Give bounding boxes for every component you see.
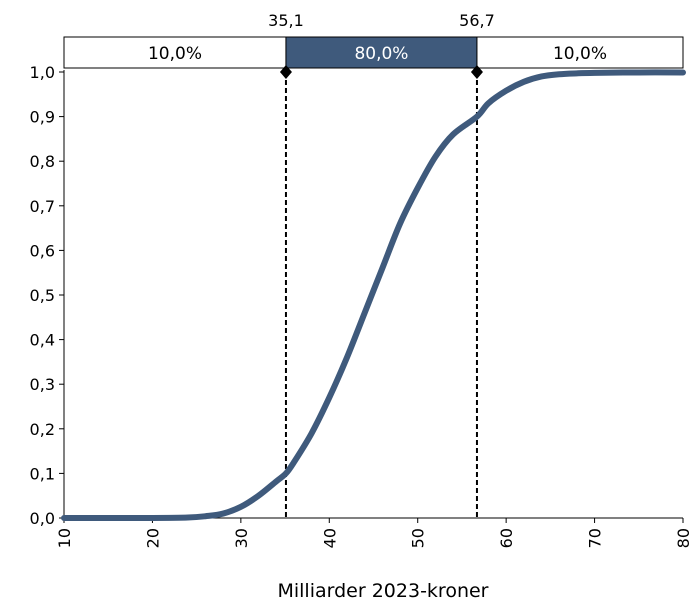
y-tick-label-0: 0,0 [30, 509, 55, 528]
band-label-1: 80,0% [354, 44, 408, 64]
marker-diamond-1 [470, 65, 483, 79]
y-tick-label-7: 0,7 [30, 197, 55, 216]
cdf-series [61, 69, 686, 522]
y-tick-label-8: 0,8 [30, 152, 55, 171]
percentile-band-bar: 10,0% 80,0% 10,0% [63, 36, 684, 69]
x-tick-label-5: 60 [497, 528, 516, 548]
x-tick-label-3: 40 [320, 528, 339, 548]
x-tick-label-6: 70 [586, 528, 605, 548]
band-segment-0 [63, 36, 287, 69]
x-tick-label-0: 10 [55, 528, 74, 548]
marker-value-label-1: 56,7 [459, 11, 495, 30]
y-tick-label-2: 0,2 [30, 420, 55, 439]
y-tick-label-6: 0,6 [30, 241, 55, 260]
percentile-markers: 35,1 56,7 [268, 11, 495, 518]
x-tick-label-1: 20 [143, 528, 162, 548]
band-segment-1 [285, 36, 478, 69]
y-tick-label-1: 0,1 [30, 464, 55, 483]
marker-diamond-0 [279, 65, 292, 79]
axes: 0,0 0,1 0,2 0,3 0,4 0,5 0,6 0,7 0,8 0,9 1,0 10 20 30 4… [30, 63, 691, 548]
cdf-line-0 [61, 69, 686, 522]
y-tick-label-10: 1,0 [30, 63, 55, 82]
band-label-2: 10,0% [553, 44, 607, 64]
x-tick-label-2: 30 [232, 528, 251, 548]
x-axis-title: Milliarder 2023-kroner [277, 580, 488, 602]
x-tick-label-7: 80 [674, 528, 691, 548]
y-tick-label-5: 0,5 [30, 286, 55, 305]
marker-value-label-0: 35,1 [268, 11, 304, 30]
y-tick-label-9: 0,9 [30, 108, 55, 127]
x-tick-label-4: 50 [409, 528, 428, 548]
band-segment-2 [476, 36, 684, 69]
y-tick-label-3: 0,3 [30, 375, 55, 394]
y-tick-label-4: 0,4 [30, 331, 55, 350]
band-label-0: 10,0% [148, 44, 202, 64]
